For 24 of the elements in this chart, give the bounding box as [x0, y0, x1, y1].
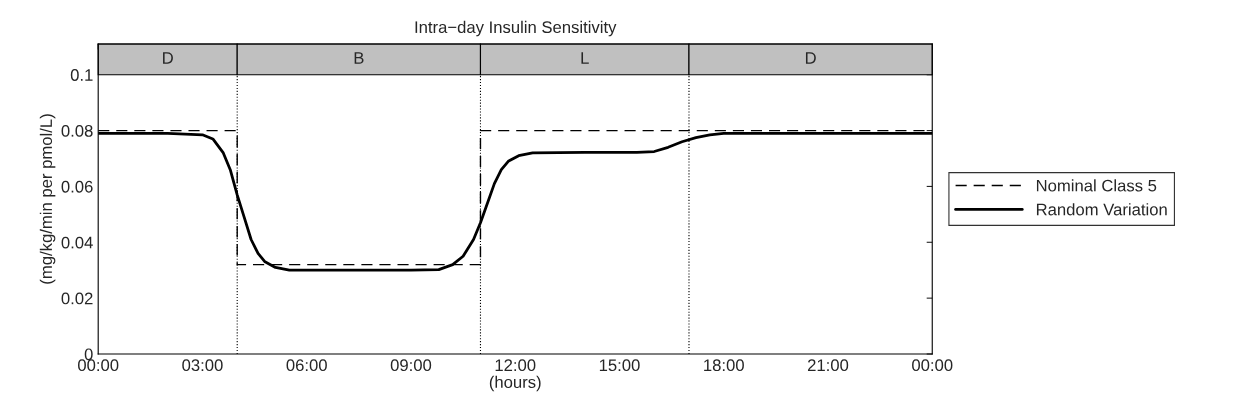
- y-tick-label: 0: [84, 348, 93, 361]
- x-tick-label: 21:00: [807, 359, 849, 372]
- x-tick-label: 00:00: [78, 359, 119, 372]
- y-tick-label: 0.02: [61, 292, 93, 305]
- band-label: D: [163, 52, 173, 64]
- x-tick-label: 12:00: [495, 359, 536, 372]
- x-tick-label: 09:00: [390, 359, 432, 372]
- x-tick-label: 06:00: [286, 359, 327, 372]
- x-tick-label: 15:00: [599, 359, 640, 372]
- legend-label: Nominal Class 5: [1036, 179, 1157, 192]
- y-tick-label: 0.08: [61, 124, 93, 137]
- y-tick-label: 0.1: [70, 69, 93, 81]
- x-tick-label: 18:00: [704, 359, 744, 372]
- x-axis-title: (hours): [489, 375, 541, 392]
- x-tick-label: 00:00: [912, 359, 953, 372]
- chart-title: Intra−day Insulin Sensitivity: [415, 20, 617, 37]
- y-axis-title: (mg/kg/min per pmol/L): [39, 114, 56, 284]
- band-label: B: [354, 52, 364, 64]
- y-tick-label: 0.04: [61, 236, 93, 249]
- legend-label: Random Variation: [1036, 203, 1167, 216]
- band-label: L: [581, 52, 589, 64]
- x-tick-label: 03:00: [182, 359, 223, 372]
- band-label: D: [805, 52, 816, 64]
- y-tick-label: 0.06: [61, 180, 93, 193]
